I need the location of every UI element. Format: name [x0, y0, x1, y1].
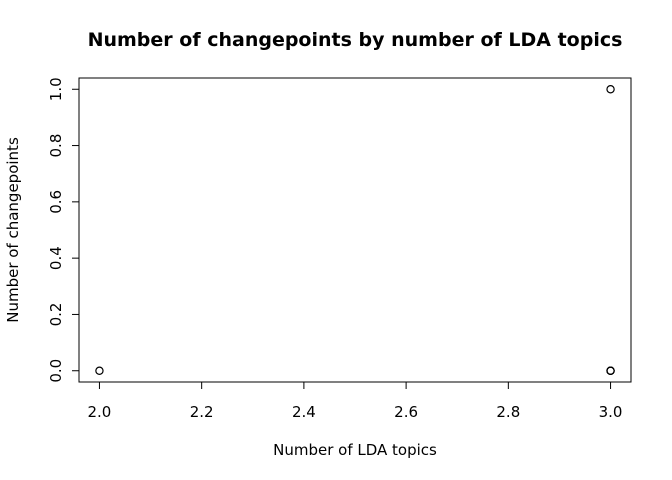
y-tick-label: 0.2 [47, 303, 65, 327]
x-tick-label: 2.4 [292, 403, 316, 421]
plot-frame [78, 77, 632, 383]
x-axis: 2.0 2.2 2.4 2.6 2.8 3.0 [88, 381, 623, 421]
x-tick-label: 2.0 [88, 403, 112, 421]
y-tick-label: 1.0 [47, 77, 65, 101]
x-tick-label: 2.8 [496, 403, 520, 421]
data-point [95, 366, 104, 375]
x-tick-label: 3.0 [599, 403, 623, 421]
data-points [95, 85, 615, 375]
y-axis: 0.0 0.2 0.4 0.6 0.8 1.0 [47, 77, 80, 383]
chart-title: Number of changepoints by number of LDA … [88, 29, 623, 51]
x-axis-label: Number of LDA topics [273, 441, 437, 459]
x-tick-label: 2.2 [190, 403, 214, 421]
y-tick-label: 0.8 [47, 134, 65, 158]
y-tick-label: 0.4 [47, 246, 65, 270]
y-tick-label: 0.6 [47, 190, 65, 214]
x-tick-label: 2.6 [394, 403, 418, 421]
y-tick-label: 0.0 [47, 359, 65, 383]
y-axis-label: Number of changepoints [4, 137, 22, 323]
data-point [606, 366, 615, 375]
data-point [606, 85, 615, 94]
